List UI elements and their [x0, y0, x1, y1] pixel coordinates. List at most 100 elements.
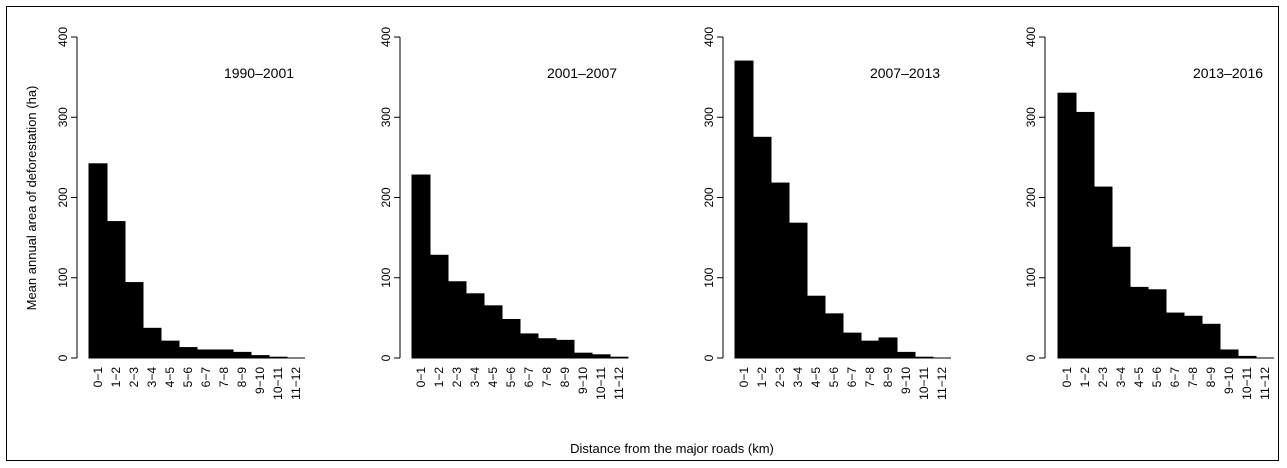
y-tick-label: 400 [1024, 27, 1038, 47]
x-tick-label: 11−12 [935, 367, 949, 400]
y-tick-label: 400 [702, 27, 716, 47]
x-tick-label: 10−11 [1240, 367, 1254, 400]
bar [878, 337, 898, 359]
x-tick-label: 6−7 [1168, 367, 1182, 388]
x-tick-label: 2−3 [1096, 367, 1110, 388]
panel-title: 2007–2013 [870, 65, 940, 81]
chart-panel-3: 0 100 200 300 400 0−1 1−2 2−3 3−4 4−5 5−6 6−7 7−8 8−9… [702, 27, 951, 400]
x-tick-label: 3−4 [468, 367, 482, 388]
bar [88, 163, 108, 359]
panel-title: 1990–2001 [224, 65, 294, 81]
x-tick-label: 3−4 [145, 367, 159, 388]
y-tick-label: 200 [702, 187, 716, 207]
panel-title: 2001–2007 [547, 65, 617, 81]
bar [734, 60, 754, 359]
bar [214, 349, 234, 359]
y-tick-label: 100 [56, 267, 70, 287]
x-axis-label: Distance from the major roads (km) [570, 441, 774, 456]
x-tick-label: 2−3 [450, 367, 464, 388]
x-tick-label: 7−8 [863, 367, 877, 388]
x-tick-label: 11−12 [1258, 367, 1272, 400]
bar [1075, 111, 1095, 359]
x-tick-label: 11−12 [612, 367, 626, 400]
y-tick-label: 200 [56, 187, 70, 207]
x-tick-label: 0−1 [414, 367, 428, 388]
x-tick-label: 0−1 [737, 367, 751, 388]
x-tick-label: 9−10 [253, 367, 267, 394]
x-tick-label: 10−11 [594, 367, 608, 400]
x-tick-label: 8−9 [235, 367, 249, 388]
x-tick-label: 5−6 [181, 367, 195, 388]
x-tick-label: 6−7 [199, 367, 213, 388]
y-tick-label: 300 [379, 107, 393, 127]
bar [752, 136, 772, 359]
bar [842, 332, 862, 359]
bar [1147, 289, 1167, 359]
bar [824, 313, 844, 359]
x-tick-label: 1−2 [109, 367, 123, 388]
bar [447, 281, 467, 359]
bar [160, 340, 180, 359]
x-tick-label: 10−11 [271, 367, 285, 400]
x-tick-label: 1−2 [1078, 367, 1092, 388]
x-tick-label: 1−2 [755, 367, 769, 388]
bar [788, 222, 808, 359]
x-tick-label: 11−12 [289, 367, 303, 400]
x-tick-label: 9−10 [576, 367, 590, 394]
x-tick-label: 7−8 [1186, 367, 1200, 388]
y-tick-label: 300 [702, 107, 716, 127]
y-tick-label: 0 [702, 354, 716, 361]
x-tick-label: 1−2 [432, 367, 446, 388]
bar [501, 318, 521, 359]
bar [411, 174, 431, 359]
bar [1183, 315, 1203, 359]
x-tick-label: 4−5 [1132, 367, 1146, 388]
x-tick-label: 2−3 [773, 367, 787, 388]
bar [196, 349, 216, 359]
x-tick-label: 0−1 [1060, 367, 1074, 388]
x-tick-label: 3−4 [1114, 367, 1128, 388]
bar [465, 293, 485, 359]
y-axis-label: Mean annual area of deforestation (ha) [24, 86, 39, 311]
y-tick-label: 200 [379, 187, 393, 207]
bar [178, 347, 198, 359]
y-tick-label: 200 [1024, 187, 1038, 207]
x-tick-label: 9−10 [899, 367, 913, 394]
bar [1093, 186, 1113, 359]
y-tick-label: 0 [379, 354, 393, 361]
x-tick-label: 2−3 [127, 367, 141, 388]
x-tick-label: 4−5 [486, 367, 500, 388]
x-tick-label: 8−9 [1204, 367, 1218, 388]
x-tick-label: 5−6 [1150, 367, 1164, 388]
y-tick-label: 100 [702, 267, 716, 287]
y-tick-label: 100 [1024, 267, 1038, 287]
y-tick-label: 100 [379, 267, 393, 287]
y-tick-label: 300 [56, 107, 70, 127]
bar [573, 352, 593, 359]
bar [1201, 323, 1221, 359]
bar [555, 339, 575, 359]
bar [1111, 246, 1131, 359]
x-tick-label: 9−10 [1222, 367, 1236, 394]
bar [106, 221, 126, 359]
x-tick-label: 8−9 [558, 367, 572, 388]
chart-panel-1: 0 100 200 300 400 0−1 1−2 2−3 3−4 4−5 5−6 6−7 7−8 8−9… [56, 27, 305, 400]
bar [124, 282, 144, 359]
bar [142, 327, 162, 359]
x-tick-label: 7−8 [540, 367, 554, 388]
x-tick-label: 5−6 [504, 367, 518, 388]
bar [896, 351, 916, 359]
x-tick-label: 4−5 [809, 367, 823, 388]
y-tick-label: 0 [1024, 354, 1038, 361]
bar [232, 351, 252, 359]
x-tick-label: 3−4 [791, 367, 805, 388]
bar [1219, 349, 1239, 359]
y-tick-label: 0 [56, 354, 70, 361]
x-tick-label: 0−1 [91, 367, 105, 388]
x-tick-label: 6−7 [522, 367, 536, 388]
x-tick-label: 6−7 [845, 367, 859, 388]
y-tick-label: 400 [56, 27, 70, 47]
x-tick-label: 8−9 [881, 367, 895, 388]
bar [537, 338, 557, 359]
